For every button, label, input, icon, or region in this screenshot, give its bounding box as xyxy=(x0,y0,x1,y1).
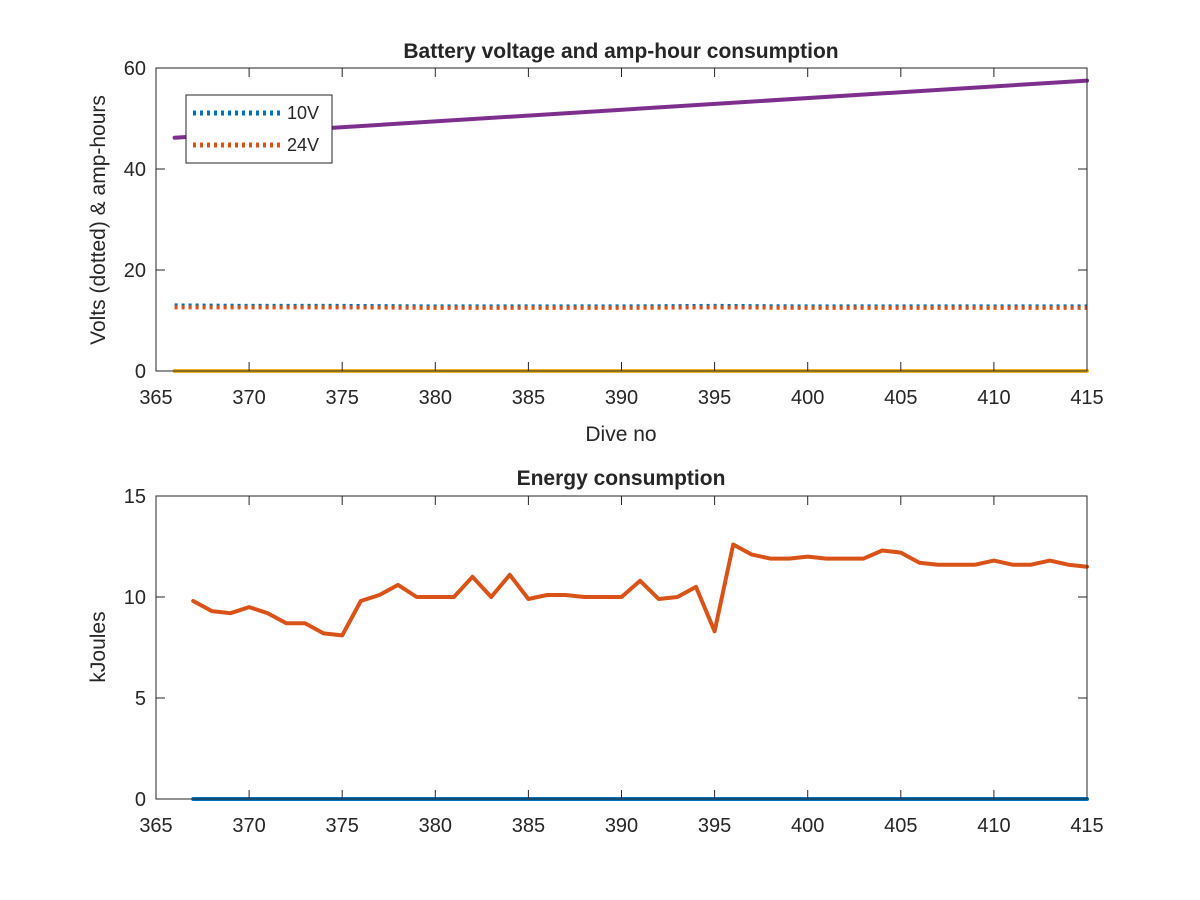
y-axis-label: kJoules xyxy=(87,611,110,682)
y-tick-label: 0 xyxy=(135,361,146,383)
x-tick-label: 405 xyxy=(884,387,917,409)
y-tick-label: 10 xyxy=(124,587,146,609)
tick-layer: 365 370 375 380 385 390 395 400 405 410 415 0 5 10 15 xyxy=(124,486,1104,837)
energy-axes: 365 370 375 380 385 390 395 400 405 410 415051015 … xyxy=(87,467,1104,837)
tick-layer: 365 370 375 380 385 390 395 400 405 410 415 0 20 40 60 xyxy=(124,58,1104,409)
x-tick-label: 395 xyxy=(698,387,731,409)
chart-title: Battery voltage and amp-hour consumption xyxy=(403,40,838,63)
x-tick-label: 415 xyxy=(1070,387,1103,409)
y-tick-label: 60 xyxy=(124,58,146,80)
axes-box xyxy=(155,67,1088,372)
x-axis-label: Dive no xyxy=(585,423,656,446)
y-tick-label: 40 xyxy=(124,159,146,181)
chart-title: Energy consumption xyxy=(517,467,726,490)
y-tick-label: 15 xyxy=(124,486,146,508)
x-tick-label: 410 xyxy=(977,387,1010,409)
y-tick-label: 20 xyxy=(124,260,146,282)
y-tick-label: 0 xyxy=(135,789,146,811)
x-tick-label: 370 xyxy=(232,815,265,837)
y-tick-label: 5 xyxy=(135,688,146,710)
plot-area xyxy=(156,496,1087,799)
x-tick-label: 365 xyxy=(139,387,172,409)
x-tick-label: 385 xyxy=(512,387,545,409)
x-tick-label: 405 xyxy=(884,815,917,837)
x-tick-label: 410 xyxy=(977,815,1010,837)
voltage-amphour-axes: 365 370 375 380 385 390 395 400 405 410 415 0 20 40 60… xyxy=(87,40,1104,446)
x-tick-label: 375 xyxy=(326,387,359,409)
x-tick-label: 400 xyxy=(791,387,824,409)
x-tick-label: 375 xyxy=(326,815,359,837)
x-tick-label: 400 xyxy=(791,815,824,837)
x-tick-label: 385 xyxy=(512,815,545,837)
x-tick-label: 370 xyxy=(232,387,265,409)
x-tick-label: 415 xyxy=(1070,815,1103,837)
series-line-24v xyxy=(174,305,1087,310)
y-axis-label: Volts (dotted) & amp-hours xyxy=(87,95,110,345)
series-line-series-1 xyxy=(191,542,1089,638)
x-tick-label: 365 xyxy=(139,815,172,837)
legend-label-24v: 24V xyxy=(287,135,319,155)
axes-box xyxy=(155,495,1088,800)
x-tick-label: 380 xyxy=(419,815,452,837)
x-tick-label: 395 xyxy=(698,815,731,837)
legend-box xyxy=(185,94,333,164)
x-tick-label: 390 xyxy=(605,815,638,837)
x-tick-label: 390 xyxy=(605,387,638,409)
x-tick-label: 380 xyxy=(419,387,452,409)
legend-label-10v: 10V xyxy=(287,103,319,123)
legend: 10V 24V xyxy=(185,94,333,164)
